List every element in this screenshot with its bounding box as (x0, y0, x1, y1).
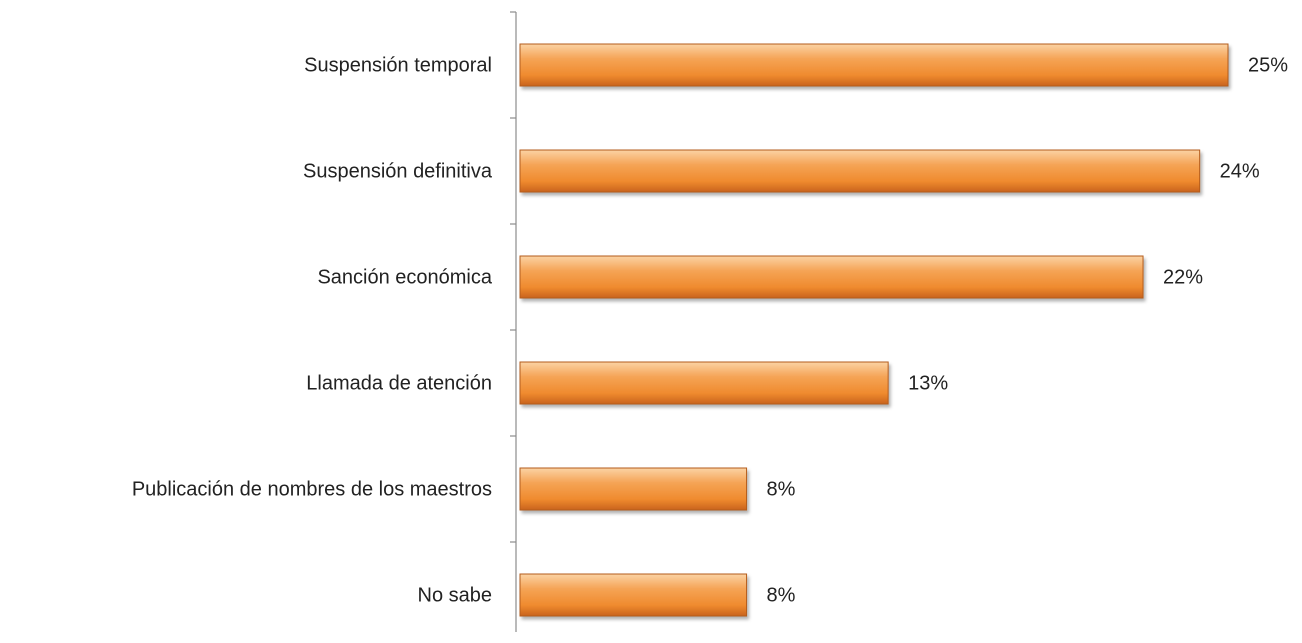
bar (519, 43, 1229, 87)
value-label: 8% (767, 584, 796, 606)
value-label: 24% (1220, 160, 1260, 182)
bar (519, 149, 1201, 193)
value-label: 13% (908, 372, 948, 394)
value-label: 25% (1248, 54, 1288, 76)
category-label: Llamada de atención (306, 372, 492, 394)
bar (519, 361, 889, 405)
bar (519, 467, 748, 511)
category-label: No sabe (418, 584, 493, 606)
value-label: 8% (767, 478, 796, 500)
category-label: Suspensión definitiva (303, 160, 493, 182)
category-label: Suspensión temporal (304, 54, 492, 76)
category-label: Sanción económica (317, 266, 492, 288)
bar (519, 573, 748, 617)
category-label: Publicación de nombres de los maestros (132, 478, 492, 500)
bar (519, 255, 1144, 299)
value-label: 22% (1163, 266, 1203, 288)
